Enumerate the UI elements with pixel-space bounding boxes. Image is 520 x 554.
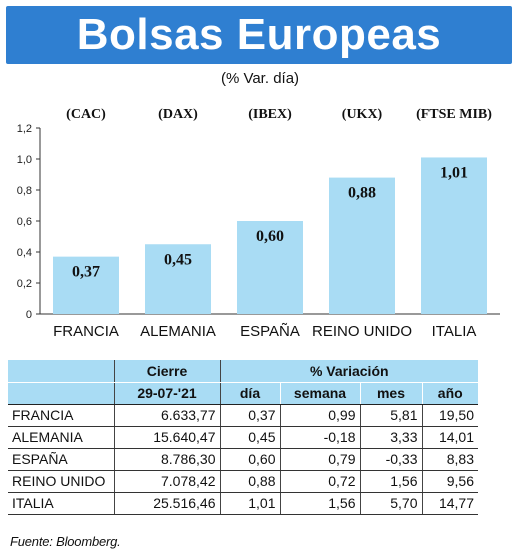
table-row: REINO UNIDO 7.078,42 0,88 0,72 1,56 9,56: [8, 470, 478, 493]
index-label: (FTSE MIB): [416, 107, 492, 122]
row-value: -0,33: [359, 448, 422, 471]
table-row: ALEMANIA 15.640,47 0,45 -0,18 3,33 14,01: [8, 426, 478, 449]
row-value: 5,81: [359, 404, 422, 427]
header-semana: semana: [279, 382, 360, 405]
row-country: REINO UNIDO: [8, 470, 114, 493]
row-value: 25.516,46: [113, 492, 220, 515]
header-mes: mes: [359, 382, 422, 405]
markets-table: Cierre % Variación 29-07-'21 día semana …: [8, 360, 478, 515]
header-variacion: % Variación: [219, 360, 478, 383]
header-blank: [8, 360, 114, 383]
row-value: 15.640,47: [113, 426, 220, 449]
table-row: ESPAÑA 8.786,30 0,60 0,79 -0,33 8,83: [8, 448, 478, 471]
index-label: (UKX): [342, 107, 383, 122]
row-country: ESPAÑA: [8, 448, 114, 471]
bar: [145, 244, 211, 314]
row-value: 6.633,77: [113, 404, 220, 427]
bar-value-label: 1,01: [440, 164, 468, 181]
table-row: ITALIA 25.516,46 1,01 1,56 5,70 14,77: [8, 492, 478, 515]
row-value: 0,37: [219, 404, 280, 427]
table-header-bottom: 29-07-'21 día semana mes año: [8, 382, 478, 405]
header-ano: año: [421, 382, 478, 405]
bar-value-label: 0,37: [72, 264, 100, 281]
row-value: 0,45: [219, 426, 280, 449]
row-value: 1,56: [359, 470, 422, 493]
y-tick-label: 1,0: [17, 154, 32, 166]
row-value: 0,72: [279, 470, 360, 493]
row-value: 1,56: [279, 492, 360, 515]
header-cierre: Cierre: [113, 360, 220, 383]
row-value: 19,50: [421, 404, 478, 427]
row-country: ITALIA: [8, 492, 114, 515]
category-label: FRANCIA: [53, 323, 119, 340]
y-tick-label: 0,8: [17, 185, 32, 197]
index-label: (DAX): [158, 107, 198, 122]
chart-subtitle: (% Var. día): [220, 70, 300, 87]
row-value: 1,01: [219, 492, 280, 515]
row-value: 8,83: [421, 448, 478, 471]
y-tick-label: 0: [26, 309, 32, 321]
category-label: ESPAÑA: [240, 323, 300, 340]
header-date: 29-07-'21: [113, 382, 220, 405]
header-dia: día: [219, 382, 280, 405]
row-value: 0,88: [219, 470, 280, 493]
row-value: 9,56: [421, 470, 478, 493]
category-label: ITALIA: [432, 323, 477, 340]
y-tick-label: 1,2: [17, 123, 32, 135]
bar: [421, 157, 487, 314]
category-label: REINO UNIDO: [312, 323, 412, 340]
y-tick-label: 0,6: [17, 216, 32, 228]
row-value: 7.078,42: [113, 470, 220, 493]
source-note: Fuente: Bloomberg.: [10, 534, 121, 549]
row-value: 14,77: [421, 492, 478, 515]
row-value: 8.786,30: [113, 448, 220, 471]
bar-value-label: 0,45: [164, 251, 192, 268]
bar: [329, 177, 395, 314]
bar-value-label: 0,88: [348, 185, 376, 202]
table-header-top: Cierre % Variación: [8, 360, 478, 383]
y-tick-label: 0,2: [17, 278, 32, 290]
bar: [53, 256, 119, 314]
row-value: 0,99: [279, 404, 360, 427]
category-label: ALEMANIA: [140, 323, 216, 340]
bar: [237, 221, 303, 314]
row-value: 5,70: [359, 492, 422, 515]
bar-value-label: 0,60: [256, 228, 284, 245]
row-value: 14,01: [421, 426, 478, 449]
header-blank-2: [8, 382, 114, 405]
index-label: (CAC): [66, 107, 106, 122]
index-label: (IBEX): [248, 107, 292, 122]
row-country: FRANCIA: [8, 404, 114, 427]
row-value: -0,18: [279, 426, 360, 449]
row-value: 0,79: [279, 448, 360, 471]
bar-chart: 0 0,2 0,4 0,6 0,8 1,0 1,2 0,37 (CAC) FRANCIA 0,45 (…: [17, 107, 500, 340]
title-banner: Bolsas Europeas: [6, 6, 512, 64]
table-row: FRANCIA 6.633,77 0,37 0,99 5,81 19,50: [8, 404, 478, 427]
y-tick-label: 0,4: [17, 247, 32, 259]
chart-title: Bolsas Europeas: [76, 10, 442, 59]
row-value: 0,60: [219, 448, 280, 471]
row-value: 3,33: [359, 426, 422, 449]
row-country: ALEMANIA: [8, 426, 114, 449]
